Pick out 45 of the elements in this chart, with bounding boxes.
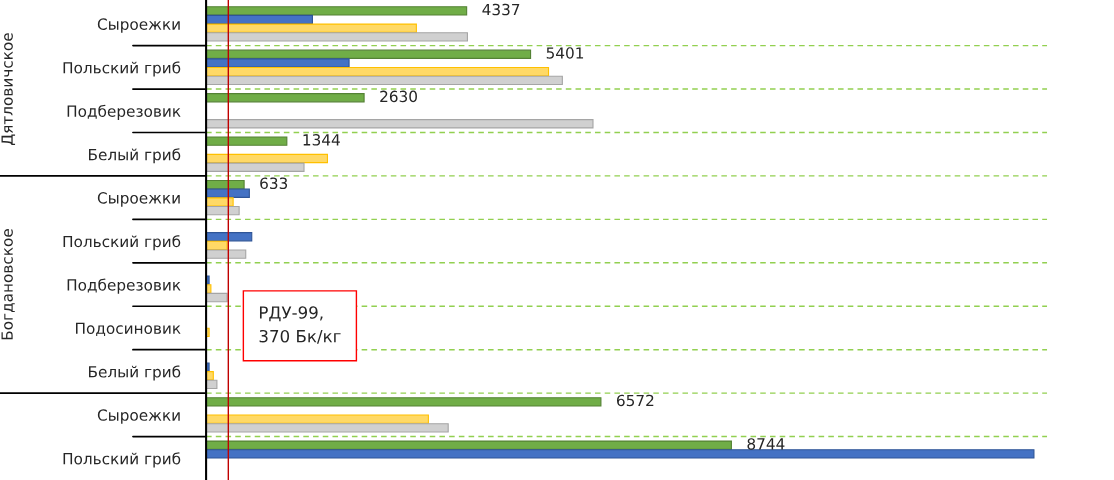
bar [206, 440, 732, 450]
bar [206, 449, 1035, 459]
y-tick-label: Сыроежки [97, 409, 180, 424]
bar [206, 49, 532, 59]
bar [206, 58, 350, 68]
bar [206, 197, 234, 207]
bar [206, 423, 449, 433]
y-tick-label: Польский гриб [63, 235, 181, 251]
bar [206, 6, 468, 16]
y-tick-label: Подберезовик [67, 278, 181, 294]
text: Богдановское [1, 229, 15, 340]
bar [206, 119, 594, 129]
bar [206, 23, 417, 33]
y-tick-label: Подосиновик [76, 322, 181, 336]
bar [206, 32, 468, 42]
y-tick-label: Подберезовик [67, 104, 181, 120]
ref-line-label: РДУ-99, 370 Бк/кг [259, 306, 341, 344]
bar [206, 397, 602, 407]
y-tick-label: Сыроежки [97, 192, 180, 207]
bar [206, 93, 365, 103]
bar [206, 249, 247, 259]
bar [206, 136, 288, 146]
bar [206, 179, 245, 190]
y-tick-label: Польский гриб [63, 452, 181, 468]
data-label: 2630 [380, 90, 417, 103]
bar [206, 75, 563, 86]
data-label: 5401 [546, 47, 584, 59]
bar [206, 162, 305, 172]
data-label: 1344 [303, 134, 340, 146]
bar [206, 292, 228, 303]
bar [206, 379, 218, 390]
y-tick-label: Сыроежки [97, 18, 180, 33]
data-label: 633 [260, 177, 288, 190]
bar [206, 205, 240, 216]
y-tick-label: Белый гриб [89, 148, 181, 164]
y-tick-label: Белый гриб [89, 365, 181, 381]
bar [206, 232, 253, 242]
data-label: 6572 [617, 394, 654, 407]
bar [206, 414, 429, 424]
bar [206, 66, 550, 77]
bar [206, 284, 212, 294]
data-label: 4337 [482, 3, 520, 16]
data-label: 8744 [747, 438, 785, 450]
text: Дятловичское [1, 33, 16, 146]
y-tick-label: Польский гриб [63, 61, 181, 77]
